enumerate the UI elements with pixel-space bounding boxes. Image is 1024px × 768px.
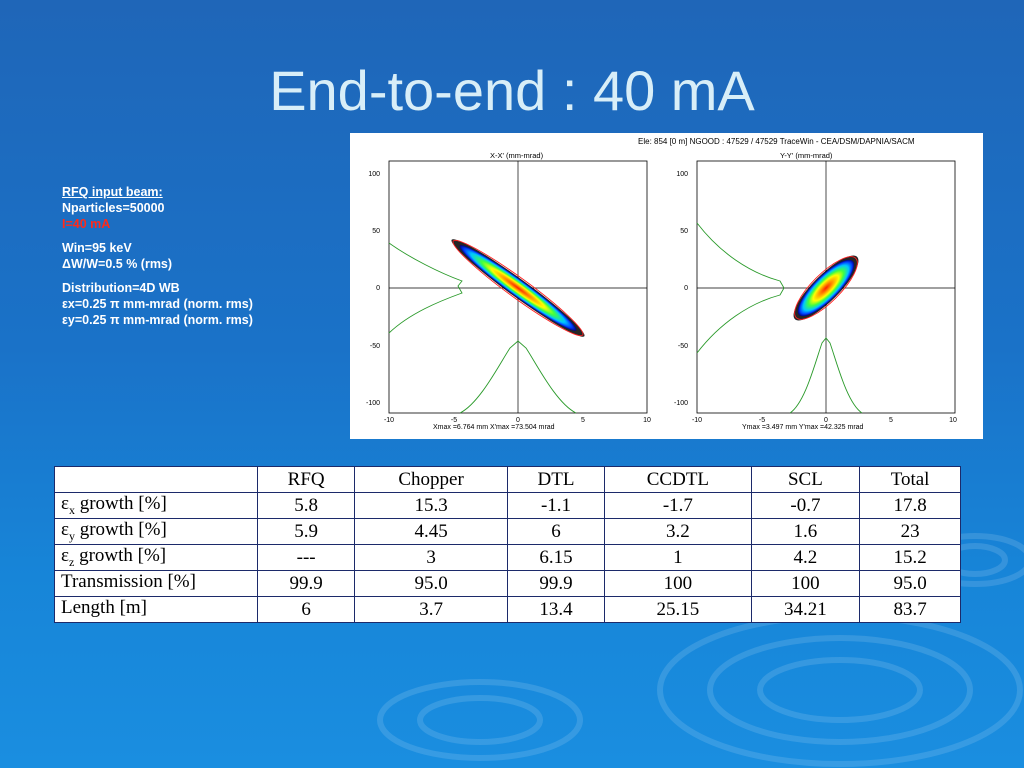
- table-cell: 99.9: [506, 570, 606, 597]
- beam-parameters: RFQ input beam: Nparticles=50000 I=40 mA…: [62, 184, 342, 336]
- phase-space-plots: Ele: 854 [0 m] NGOOD : 47529 / 47529 Tra…: [366, 137, 957, 431]
- table-cell: 5.8: [256, 492, 356, 519]
- y-phase-space-plot: Y-Y' (mm-mrad) 100 50 0 -50 -100 -10 -5 …: [674, 151, 957, 431]
- left-xtick: -5: [451, 417, 457, 424]
- table-cell: 83.7: [859, 596, 961, 623]
- emittance-y-text: εy=0.25 π mm-mrad (norm. rms): [62, 313, 253, 327]
- table-cell: 17.8: [859, 492, 961, 519]
- row-label: εy growth [%]: [54, 518, 258, 545]
- left-ytick: 100: [368, 171, 380, 178]
- right-ytick: 0: [684, 285, 688, 292]
- left-xtick: 10: [643, 417, 651, 424]
- table-cell: 1: [604, 544, 752, 571]
- row-label: εz growth [%]: [54, 544, 258, 571]
- table-cell: 6: [506, 518, 606, 545]
- right-xtick: -5: [759, 417, 765, 424]
- table-row: εy growth [%] 5.9 4.45 6 3.2 1.6 23: [54, 518, 961, 545]
- table-cell: 15.3: [354, 492, 508, 519]
- distribution-text: Distribution=4D WB: [62, 281, 180, 295]
- right-ytick: -100: [674, 400, 688, 407]
- row-label: Length [m]: [54, 596, 258, 623]
- current-text: I=40 mA: [62, 217, 111, 231]
- nparticles-text: Nparticles=50000: [62, 201, 165, 215]
- table-header-row: RFQ Chopper DTL CCDTL SCL Total: [54, 466, 961, 493]
- table-header-cell: SCL: [750, 466, 861, 493]
- table-cell: 95.0: [859, 570, 961, 597]
- row-label: εx growth [%]: [54, 492, 258, 519]
- energy-spread-text: ΔW/W=0.5 % (rms): [62, 257, 173, 271]
- left-ytick: -50: [370, 343, 380, 350]
- right-ytick: -50: [678, 343, 688, 350]
- right-ytick: 100: [676, 171, 688, 178]
- table-cell: ---: [256, 544, 356, 571]
- right-xtick: 0: [824, 417, 828, 424]
- table-cell: 34.21: [750, 596, 861, 623]
- right-xtick: 5: [889, 417, 893, 424]
- table-cell: 13.4: [506, 596, 606, 623]
- table-cell: 4.45: [354, 518, 508, 545]
- table-header-cell: RFQ: [256, 466, 356, 493]
- table-cell: 6: [256, 596, 356, 623]
- left-plot-footer: Xmax =6.764 mm X'max =73.504 mrad: [433, 424, 555, 431]
- beam-heading: RFQ input beam:: [62, 185, 163, 199]
- phase-space-plot-image: Ele: 854 [0 m] NGOOD : 47529 / 47529 Tra…: [350, 133, 983, 439]
- table-row: Transmission [%] 99.9 95.0 99.9 100 100 95.0: [54, 570, 961, 597]
- plot-header: Ele: 854 [0 m] NGOOD : 47529 / 47529 Tra…: [638, 137, 915, 146]
- right-plot-title: Y-Y' (mm-mrad): [780, 151, 833, 160]
- table-cell: 6.15: [506, 544, 606, 571]
- row-label: Transmission [%]: [54, 570, 258, 597]
- table-cell: 25.15: [604, 596, 752, 623]
- right-xtick: -10: [692, 417, 702, 424]
- left-xtick: -10: [384, 417, 394, 424]
- table-cell: 3.2: [604, 518, 752, 545]
- table-row: εx growth [%] 5.8 15.3 -1.1 -1.7 -0.7 17.8: [54, 492, 961, 519]
- table-header-cell: CCDTL: [604, 466, 752, 493]
- table-row: Length [m] 6 3.7 13.4 25.15 34.21 83.7: [54, 596, 961, 623]
- growth-table: RFQ Chopper DTL CCDTL SCL Total εx growth [%] 5…: [54, 466, 961, 623]
- slide-title: End-to-end : 40 mA: [269, 59, 755, 122]
- table-cell: 1.6: [750, 518, 861, 545]
- table-row: εz growth [%] --- 3 6.15 1 4.2 15.2: [54, 544, 961, 571]
- right-ytick: 50: [680, 228, 688, 235]
- right-xtick: 10: [949, 417, 957, 424]
- table-cell: -0.7: [750, 492, 861, 519]
- table-cell: 3: [354, 544, 508, 571]
- left-ytick: 0: [376, 285, 380, 292]
- table-cell: -1.1: [506, 492, 606, 519]
- right-plot-footer: Ymax =3.497 mm Y'max =42.325 mrad: [742, 424, 864, 431]
- x-phase-space-plot: X-X' (mm-mrad) 100 50 0 -50 -100 -10 -5 …: [366, 151, 651, 431]
- left-xtick: 0: [516, 417, 520, 424]
- table-cell: 95.0: [354, 570, 508, 597]
- table-cell: 99.9: [256, 570, 356, 597]
- left-ytick: 50: [372, 228, 380, 235]
- table-cell: 4.2: [750, 544, 861, 571]
- table-header-cell: [54, 466, 258, 493]
- table-header-cell: DTL: [506, 466, 606, 493]
- table-cell: 5.9: [256, 518, 356, 545]
- table-cell: 3.7: [354, 596, 508, 623]
- table-header-cell: Chopper: [354, 466, 508, 493]
- table-header-cell: Total: [859, 466, 961, 493]
- energy-text: Win=95 keV: [62, 241, 132, 255]
- left-plot-title: X-X' (mm-mrad): [490, 151, 544, 160]
- left-xtick: 5: [581, 417, 585, 424]
- emittance-x-text: εx=0.25 π mm-mrad (norm. rms): [62, 297, 253, 311]
- table-cell: 100: [750, 570, 861, 597]
- table-cell: -1.7: [604, 492, 752, 519]
- table-cell: 15.2: [859, 544, 961, 571]
- left-ytick: -100: [366, 400, 380, 407]
- table-cell: 23: [859, 518, 961, 545]
- table-cell: 100: [604, 570, 752, 597]
